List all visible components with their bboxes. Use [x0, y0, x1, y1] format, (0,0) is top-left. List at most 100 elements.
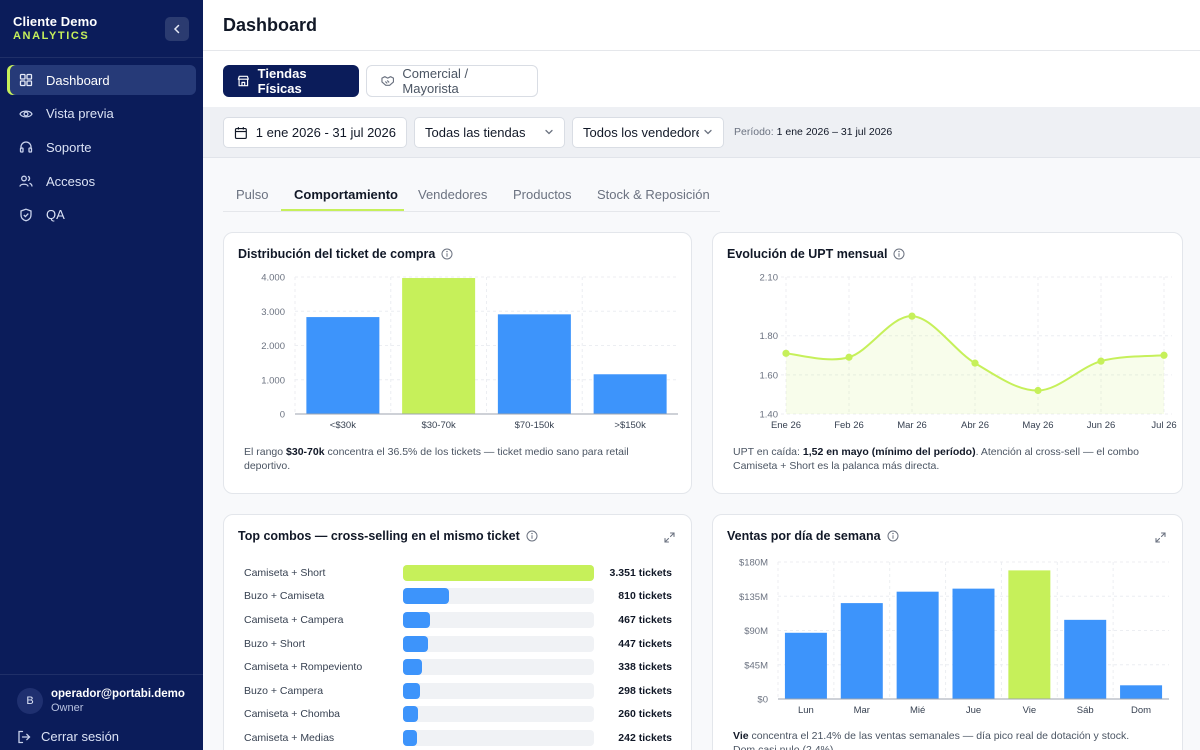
sidebar: Cliente Demo ANALYTICS Dashboard Vista p… [0, 0, 203, 750]
user-email: operador@portabi.demo [51, 688, 185, 700]
x-tick-label: Jun 26 [1087, 420, 1116, 431]
bar [896, 591, 939, 699]
info-icon[interactable] [893, 248, 905, 260]
combo-row: Camiseta + Chomba 260 tickets [244, 703, 674, 727]
tab-vendedores[interactable]: Vendedores [418, 187, 488, 202]
tab-comportamiento[interactable]: Comportamiento [294, 187, 398, 202]
brand: Cliente Demo ANALYTICS [13, 14, 97, 42]
info-icon[interactable] [526, 530, 538, 542]
y-tick-label: $180M [739, 558, 768, 569]
sidebar-item-dashboard[interactable]: Dashboard [7, 65, 196, 95]
logout-button[interactable]: Cerrar sesión [17, 729, 119, 744]
bar [784, 632, 827, 699]
info-icon[interactable] [441, 248, 453, 260]
card-title: Ventas por día de semana [727, 529, 899, 543]
insight-text: . Atención al cross-sell — el combo Cami… [733, 446, 1139, 472]
user-profile[interactable]: B operador@portabi.demo Owner [17, 688, 185, 714]
card-title-text: Evolución de UPT mensual [727, 247, 888, 261]
expand-icon[interactable] [664, 532, 675, 543]
x-tick-label: <$30k [330, 420, 356, 431]
combo-bar [403, 706, 418, 723]
y-tick-label: 2.000 [261, 341, 285, 352]
card-title-text: Distribución del ticket de compra [238, 247, 436, 261]
handshake-icon [381, 76, 395, 86]
y-tick-label: 1.60 [760, 370, 779, 381]
x-tick-label: Abr 26 [961, 420, 989, 431]
chevron-down-icon [545, 129, 553, 135]
combo-bar-track [403, 611, 594, 628]
sidebar-divider [0, 57, 203, 58]
date-range-picker[interactable]: 1 ene 2026 - 31 jul 2026 [223, 117, 407, 148]
combo-bar [403, 659, 423, 676]
expand-icon[interactable] [1155, 532, 1166, 543]
store-select[interactable]: Todas las tiendas [414, 117, 565, 148]
x-tick-label: Mié [910, 705, 925, 716]
headset-icon [19, 141, 33, 154]
filter-bar: 1 ene 2026 - 31 jul 2026 Todas las tiend… [203, 107, 1200, 158]
tab-stock-reposicion[interactable]: Stock & Reposición [597, 187, 710, 202]
weekday-sales-chart: $0 $45M $90M $135M $180M Lun Mar Mié Jue Vie Sáb Do… [739, 558, 1169, 716]
x-tick-label: Ene 26 [771, 420, 801, 431]
tab-bar: Pulso Comportamiento Vendedores Producto… [223, 182, 720, 212]
sidebar-item-soporte[interactable]: Soporte [7, 132, 196, 162]
sidebar-item-qa[interactable]: QA [7, 200, 196, 230]
store-select-value: Todas las tiendas [425, 125, 526, 140]
avatar: B [17, 688, 43, 714]
segment-label: Tiendas Físicas [257, 66, 307, 96]
bar [402, 278, 476, 414]
x-tick-label: $70-150k [515, 420, 555, 431]
data-point [1097, 357, 1105, 365]
x-tick-label: Feb 26 [834, 420, 864, 431]
combo-value: 467 tickets [618, 613, 672, 626]
combo-value: 3.351 tickets [609, 566, 672, 579]
tab-pulso[interactable]: Pulso [236, 187, 269, 202]
card-title: Evolución de UPT mensual [727, 247, 905, 261]
bar [306, 317, 380, 414]
active-tab-indicator [281, 209, 404, 211]
seller-select[interactable]: Todos los vendedores [572, 117, 724, 148]
y-tick-label: 1.80 [760, 331, 779, 342]
x-tick-label: Dom [1131, 705, 1151, 716]
sidebar-nav: Dashboard Vista previa Soporte Accesos Q… [7, 65, 196, 233]
shield-icon [20, 208, 32, 222]
collapse-sidebar-button[interactable] [165, 17, 189, 41]
grid-icon [19, 73, 33, 87]
channel-switch: Tiendas Físicas Comercial / Mayorista [203, 51, 1200, 107]
weekday-insight: Vie concentra el 21.4% de las ventas sem… [733, 729, 1153, 750]
data-point [908, 312, 916, 320]
combo-value: 810 tickets [618, 590, 672, 603]
sidebar-item-vista-previa[interactable]: Vista previa [7, 99, 196, 129]
bar [952, 588, 995, 699]
insight-highlight: $30-70k [286, 446, 325, 458]
y-tick-label: $0 [757, 695, 768, 706]
logout-label: Cerrar sesión [41, 729, 120, 744]
insight-text: concentra el 36.5% de los tickets — tick… [244, 446, 629, 472]
bar [1120, 685, 1163, 699]
bar [1064, 619, 1107, 699]
info-icon[interactable] [887, 530, 899, 542]
insight-highlight: 1,52 en mayo (mínimo del período) [802, 446, 976, 458]
x-tick-label: May 26 [1022, 420, 1053, 431]
y-tick-label: $90M [744, 626, 768, 637]
combo-name: Camiseta + Campera [244, 613, 344, 626]
period-label: Período: [734, 126, 774, 138]
combo-row: Camiseta + Medias 242 tickets [244, 726, 674, 750]
combo-bar-track [403, 682, 594, 699]
bar [497, 314, 571, 414]
combo-row: Camiseta + Short 3.351 tickets [244, 561, 674, 585]
tab-productos[interactable]: Productos [513, 187, 572, 202]
sidebar-item-label: Vista previa [46, 106, 114, 122]
top-combos-card: Top combos — cross-selling en el mismo t… [223, 514, 692, 750]
period-readout: Período: 1 ene 2026 – 31 jul 2026 [734, 126, 892, 138]
sidebar-item-accesos[interactable]: Accesos [7, 166, 196, 196]
combo-bar [403, 588, 450, 605]
combo-bar [403, 635, 429, 652]
combo-row: Buzo + Short 447 tickets [244, 632, 674, 656]
period-value: 1 ene 2026 – 31 jul 2026 [776, 126, 893, 138]
segment-tiendas-fisicas[interactable]: Tiendas Físicas [223, 65, 359, 97]
card-title: Distribución del ticket de compra [238, 247, 453, 261]
combo-name: Camiseta + Chomba [244, 708, 341, 721]
store-icon [237, 75, 249, 87]
combo-name: Buzo + Campera [244, 684, 324, 697]
segment-comercial-mayorista[interactable]: Comercial / Mayorista [366, 65, 538, 97]
